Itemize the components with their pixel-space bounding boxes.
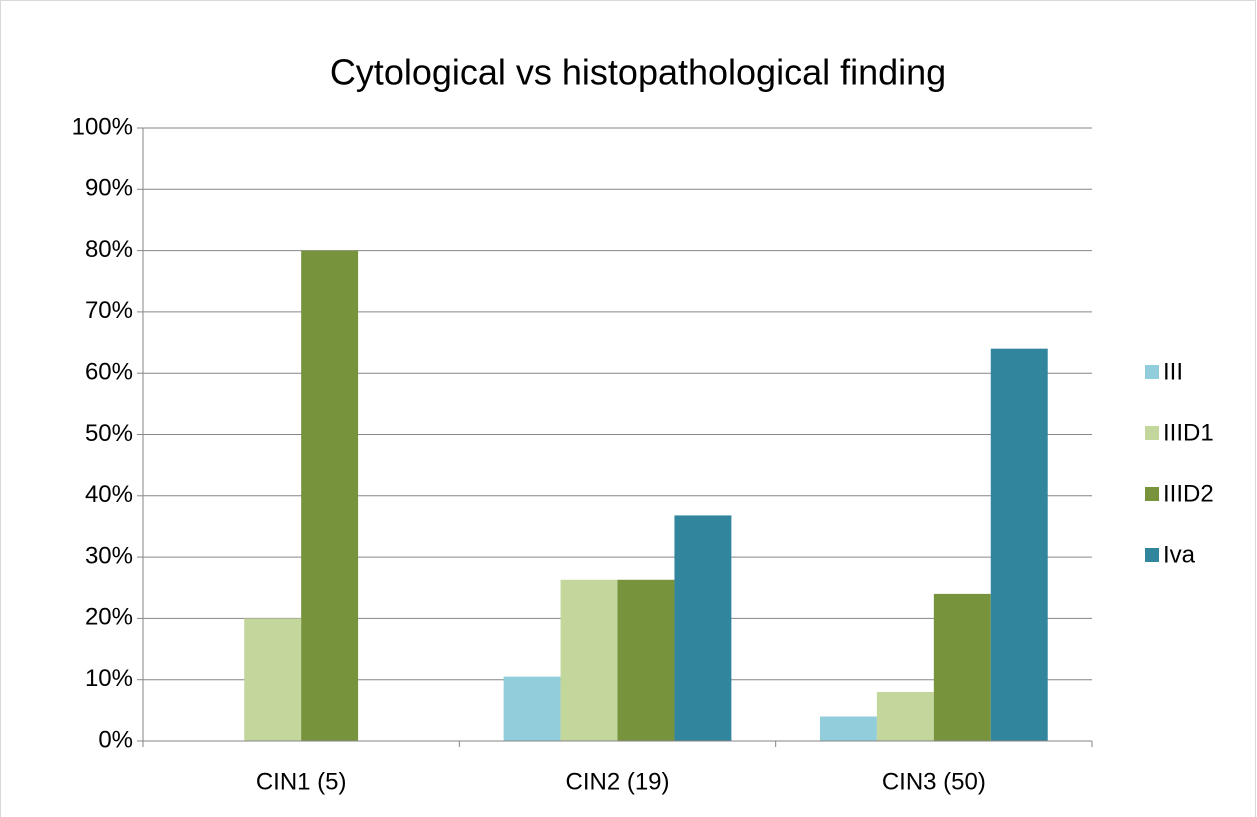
y-tick-label: 20%: [85, 604, 133, 631]
x-tick-label: CIN2 (19): [565, 768, 669, 795]
y-tick-label: 80%: [85, 236, 133, 263]
y-tick-label: 100%: [72, 113, 133, 140]
legend-swatch: [1145, 365, 1159, 379]
y-tick-label: 40%: [85, 481, 133, 508]
y-tick-label: 60%: [85, 359, 133, 386]
bar: [933, 593, 991, 741]
x-tick-label: CIN3 (50): [882, 768, 986, 795]
bar: [617, 579, 675, 741]
y-tick-label: 70%: [85, 297, 133, 324]
chart-title: Cytological vs histopathological finding: [330, 52, 946, 93]
bar: [503, 676, 561, 741]
bar: [560, 579, 618, 741]
bar: [244, 618, 302, 741]
legend-swatch: [1145, 487, 1159, 501]
legend-label: III: [1163, 358, 1183, 385]
y-tick-label: 90%: [85, 175, 133, 202]
bar: [990, 348, 1048, 741]
legend-swatch: [1145, 426, 1159, 440]
legend-swatch: [1145, 548, 1159, 562]
y-tick-label: 10%: [85, 665, 133, 692]
legend-label: IIID2: [1163, 480, 1214, 507]
x-tick-label: CIN1 (5): [256, 768, 347, 795]
y-tick-label: 50%: [85, 420, 133, 447]
legend-label: Iva: [1163, 541, 1196, 568]
y-tick-label: 30%: [85, 542, 133, 569]
bar: [876, 691, 934, 741]
bar: [674, 515, 732, 741]
y-tick-label: 0%: [98, 726, 133, 753]
bar: [301, 250, 359, 741]
bar: [819, 716, 877, 741]
legend-label: IIID1: [1163, 419, 1214, 446]
